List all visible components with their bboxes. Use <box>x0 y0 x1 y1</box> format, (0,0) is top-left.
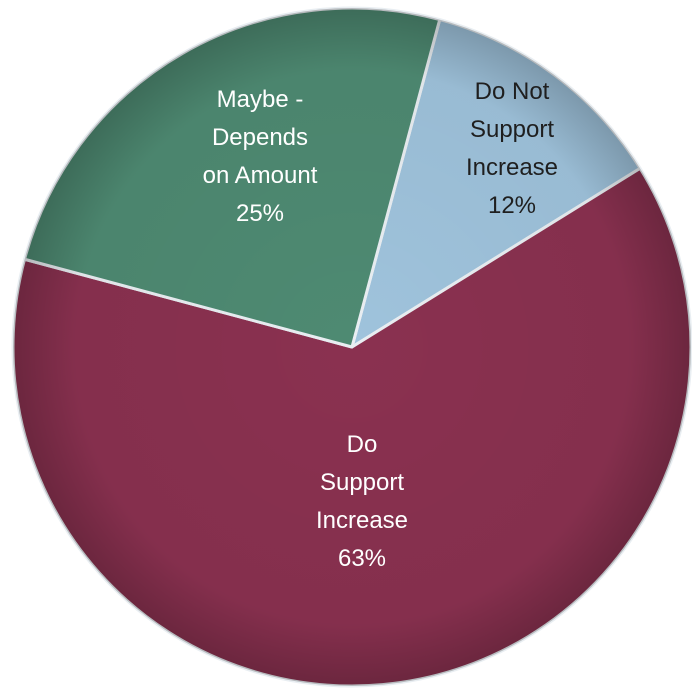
slice-name-line: Increase <box>466 154 558 181</box>
slice-name-line: on Amount <box>203 162 318 189</box>
slice-name-line: Depends <box>212 124 308 151</box>
slice-name-line: Do <box>347 431 378 458</box>
slice-name-line: Maybe - <box>217 86 304 113</box>
pie-slices <box>11 6 692 688</box>
slice-percent-label: 63% <box>338 545 386 572</box>
slice-name-line: Support <box>320 469 404 496</box>
slice-name-line: Do Not <box>475 78 550 105</box>
slice-percent-label: 12% <box>488 192 536 219</box>
pie-labels: Do Not Support Increase 12% Do Support Increas… <box>203 78 558 572</box>
slice-name-line: Increase <box>316 507 408 534</box>
slice-label: Maybe - Depends on Amount 25% <box>203 86 318 227</box>
slice-name-line: Support <box>470 116 554 143</box>
slice-label: Do Not Support Increase 12% <box>466 78 558 219</box>
slice-percent-label: 25% <box>236 200 284 227</box>
slice-label: Do Support Increase 63% <box>316 431 408 572</box>
